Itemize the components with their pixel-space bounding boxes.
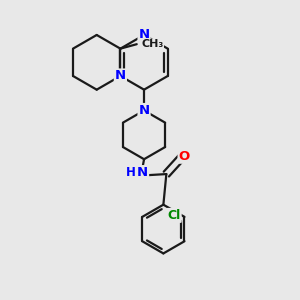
Text: N: N: [139, 104, 150, 117]
Text: CH₃: CH₃: [141, 39, 164, 49]
Text: O: O: [178, 150, 190, 163]
Text: Cl: Cl: [167, 209, 181, 222]
Text: N: N: [137, 166, 148, 179]
Text: H: H: [126, 166, 136, 179]
Text: N: N: [139, 28, 150, 41]
Text: N: N: [115, 70, 126, 83]
